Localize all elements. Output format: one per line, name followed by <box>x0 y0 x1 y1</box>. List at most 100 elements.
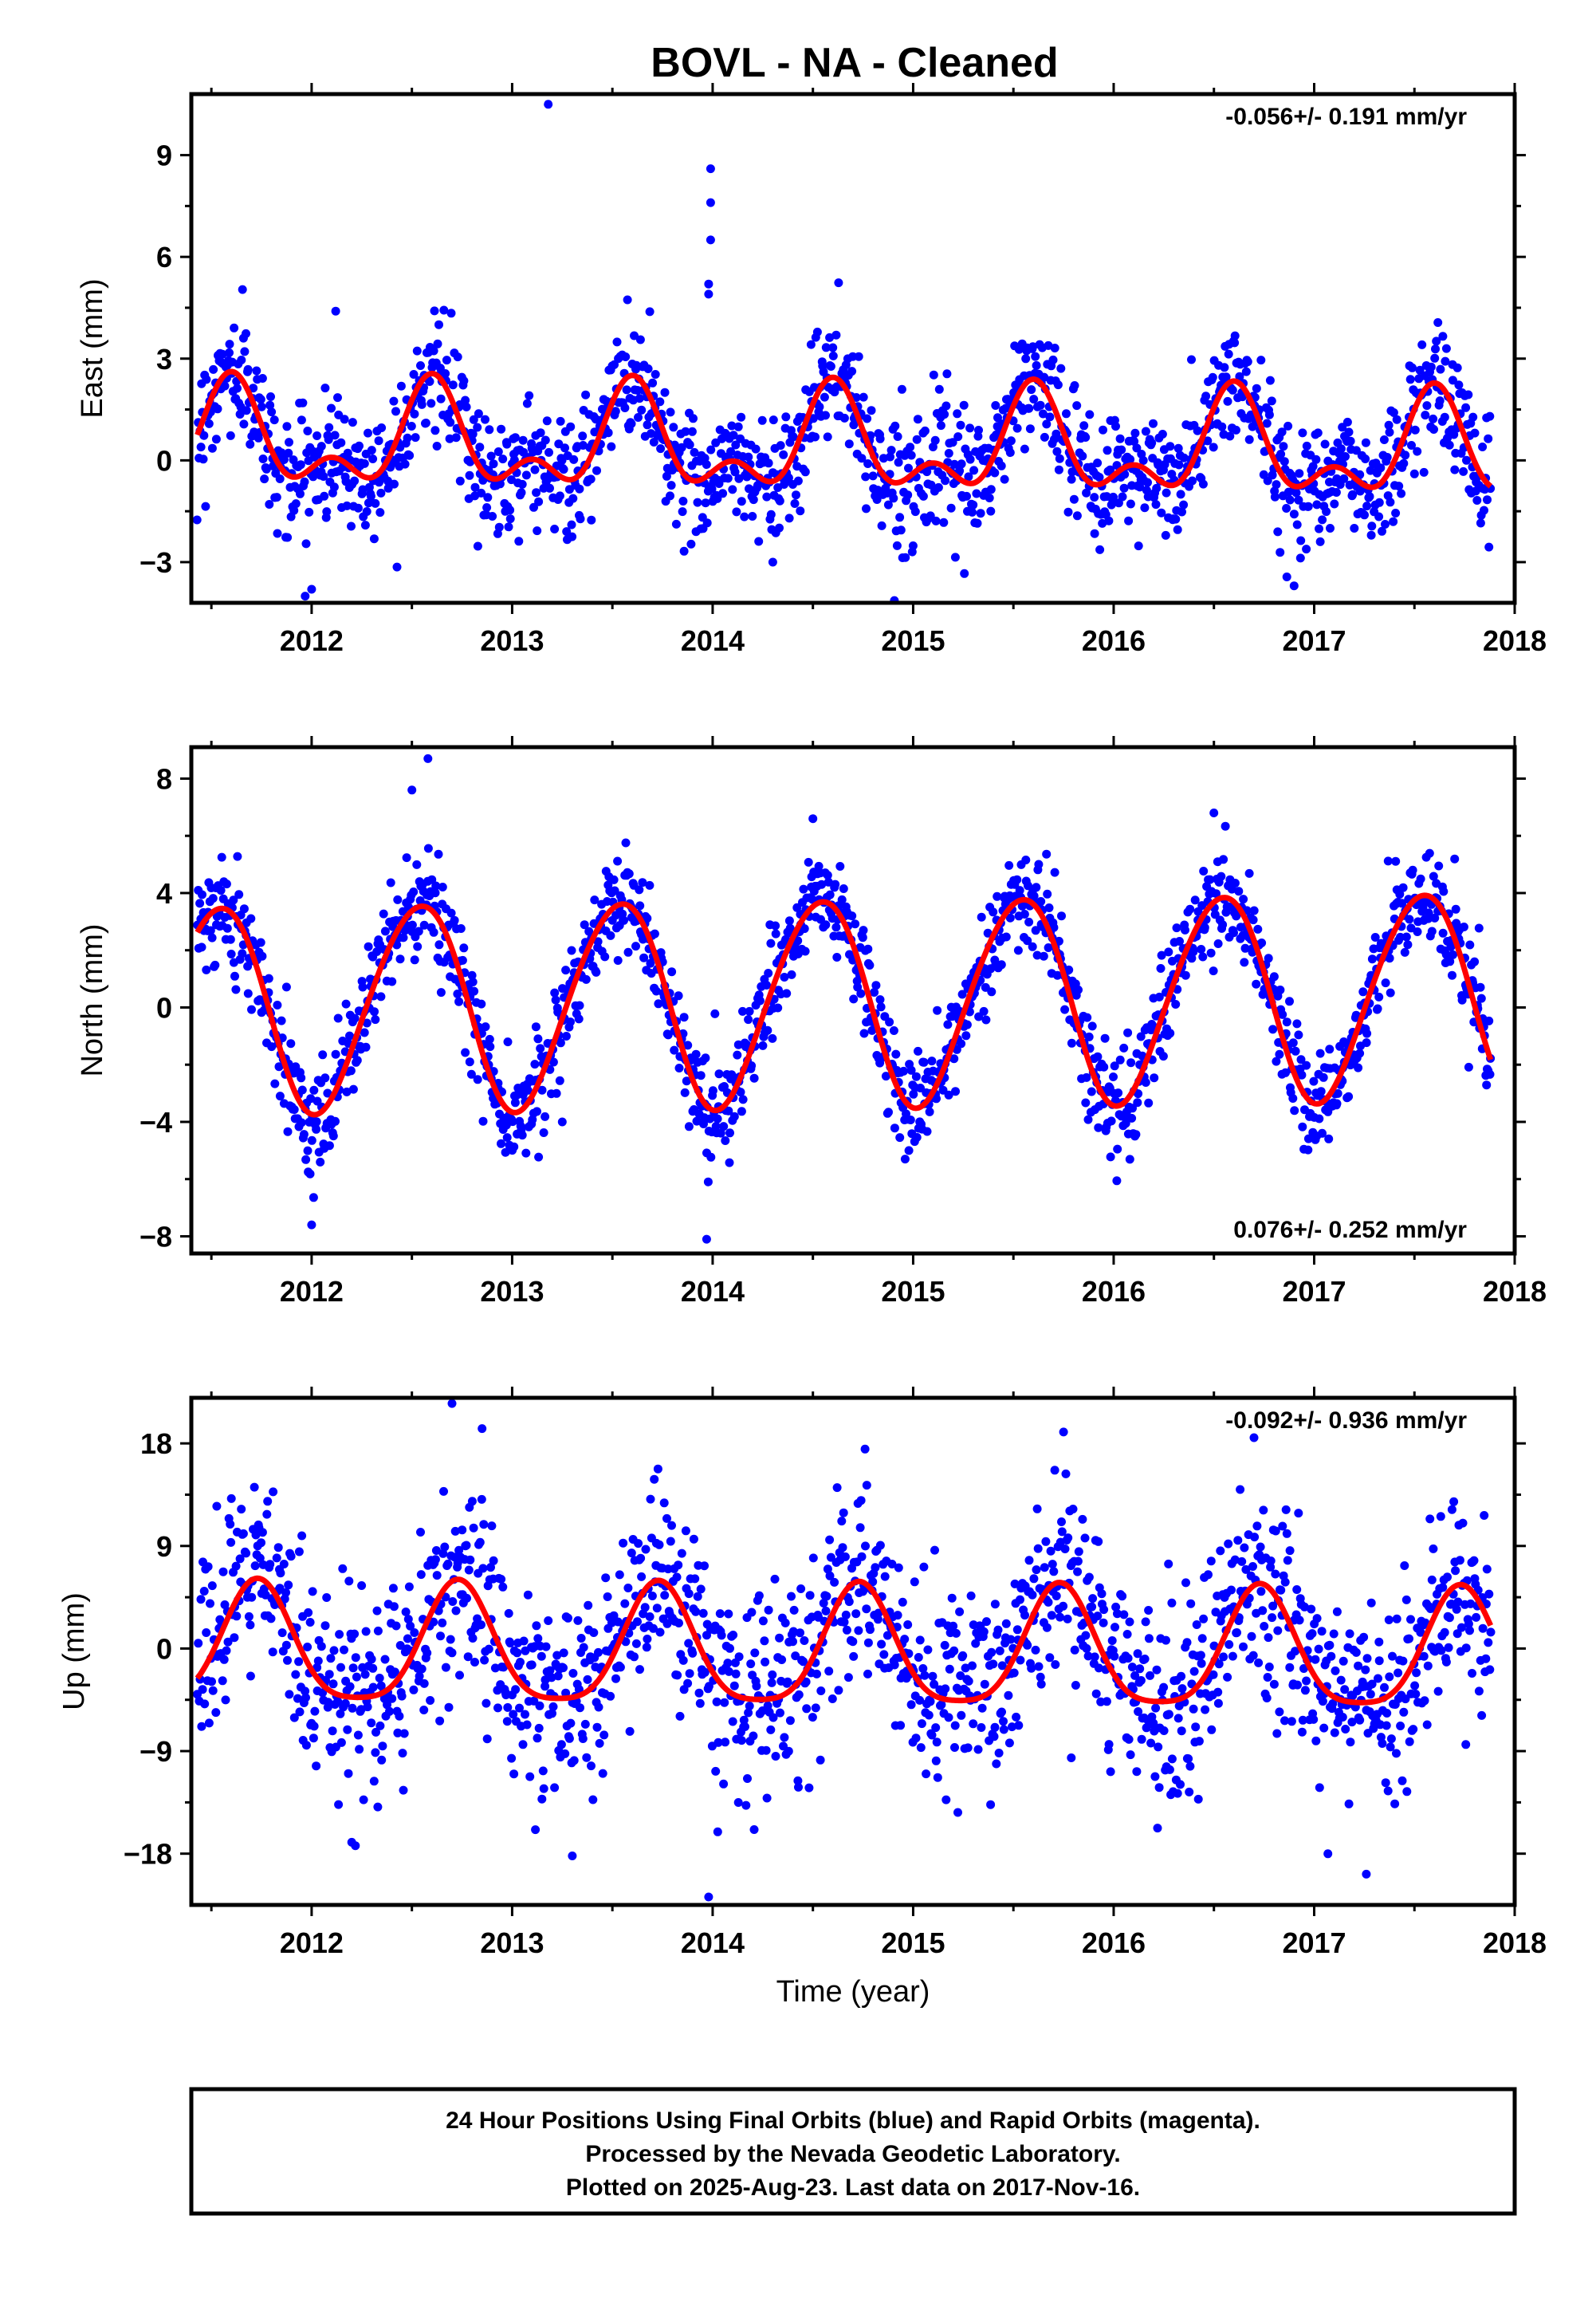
data-point <box>230 323 239 333</box>
data-point <box>373 1802 383 1812</box>
data-point <box>518 435 528 445</box>
data-point <box>732 507 741 517</box>
data-point <box>1063 507 1073 517</box>
data-point <box>1484 1638 1493 1647</box>
data-point <box>1181 1578 1190 1588</box>
data-point <box>1449 950 1457 959</box>
data-point <box>1218 920 1228 930</box>
data-point <box>467 1497 477 1506</box>
data-point <box>488 512 497 521</box>
data-point <box>700 1561 709 1571</box>
data-point <box>987 1647 997 1657</box>
data-point <box>763 1025 772 1035</box>
data-point <box>1345 1629 1354 1639</box>
data-point <box>1125 1617 1134 1627</box>
data-point <box>788 1637 797 1647</box>
data-point <box>817 880 827 889</box>
data-point <box>1119 1043 1129 1053</box>
data-point <box>530 465 540 474</box>
data-point <box>972 489 981 498</box>
data-point <box>1004 1738 1014 1748</box>
data-point <box>1130 1671 1140 1680</box>
data-point <box>1193 1794 1203 1804</box>
data-point <box>1014 1721 1024 1730</box>
data-point <box>1416 1627 1425 1637</box>
data-point <box>1049 1567 1059 1576</box>
data-point <box>319 472 328 481</box>
data-point <box>567 520 576 529</box>
data-point <box>305 1169 315 1179</box>
data-point <box>1176 1780 1185 1789</box>
data-point <box>541 1112 550 1121</box>
data-point <box>529 1696 539 1706</box>
data-point <box>1476 994 1486 1003</box>
data-point <box>837 895 847 904</box>
data-point <box>324 1698 333 1707</box>
data-point <box>853 982 863 992</box>
data-point <box>197 943 206 952</box>
outlier-point <box>347 1837 356 1847</box>
data-point <box>1474 923 1484 933</box>
data-point <box>1174 460 1184 470</box>
x-tick-label: 2012 <box>280 624 344 657</box>
data-point <box>581 390 591 399</box>
data-point <box>1288 1094 1298 1103</box>
data-point <box>1252 979 1261 989</box>
outlier-point <box>706 198 715 207</box>
data-point <box>986 506 996 516</box>
data-point <box>914 1653 923 1662</box>
data-point <box>552 1088 561 1098</box>
data-point <box>1177 1726 1186 1736</box>
data-point <box>285 438 293 447</box>
data-point <box>1300 1686 1310 1695</box>
data-point <box>955 1607 965 1616</box>
data-point <box>351 1653 360 1663</box>
data-point <box>802 1704 812 1714</box>
data-point <box>1413 447 1422 456</box>
data-point <box>1133 1098 1142 1108</box>
data-point <box>197 1722 206 1731</box>
data-point <box>1331 1666 1340 1675</box>
data-point <box>1164 1559 1173 1568</box>
data-point <box>1140 1655 1150 1663</box>
data-point <box>1449 1497 1459 1506</box>
data-point <box>991 401 1000 410</box>
data-point <box>1053 380 1063 390</box>
data-point <box>421 419 430 427</box>
data-point <box>1394 1668 1403 1678</box>
data-point <box>1454 380 1464 390</box>
data-point <box>931 516 941 525</box>
data-point <box>631 1639 641 1648</box>
x-tick-label: 2018 <box>1483 1926 1547 1959</box>
data-point <box>986 485 996 494</box>
data-point <box>539 1128 548 1137</box>
data-point <box>274 1062 284 1072</box>
data-point <box>297 1073 306 1083</box>
data-point <box>473 1075 482 1084</box>
data-point <box>903 490 913 500</box>
data-point <box>1359 1632 1369 1642</box>
data-point <box>465 1057 474 1067</box>
data-point <box>713 494 722 503</box>
data-point <box>240 347 250 356</box>
data-point <box>820 392 829 402</box>
data-point <box>593 937 603 946</box>
data-point <box>1107 1636 1117 1645</box>
data-point <box>342 501 352 510</box>
data-point <box>768 1033 777 1043</box>
data-point <box>645 880 655 890</box>
data-point <box>805 1591 815 1600</box>
data-point <box>455 1671 464 1680</box>
data-point <box>993 413 1002 423</box>
data-point <box>787 970 796 979</box>
data-point <box>451 1606 461 1615</box>
data-point <box>498 455 508 464</box>
data-point <box>399 933 408 943</box>
data-point <box>1111 422 1120 431</box>
data-point <box>1314 1644 1323 1654</box>
data-point <box>1459 923 1468 931</box>
data-point <box>689 414 698 423</box>
data-point <box>1385 954 1394 963</box>
data-point <box>1395 890 1405 899</box>
data-point <box>222 1646 231 1655</box>
